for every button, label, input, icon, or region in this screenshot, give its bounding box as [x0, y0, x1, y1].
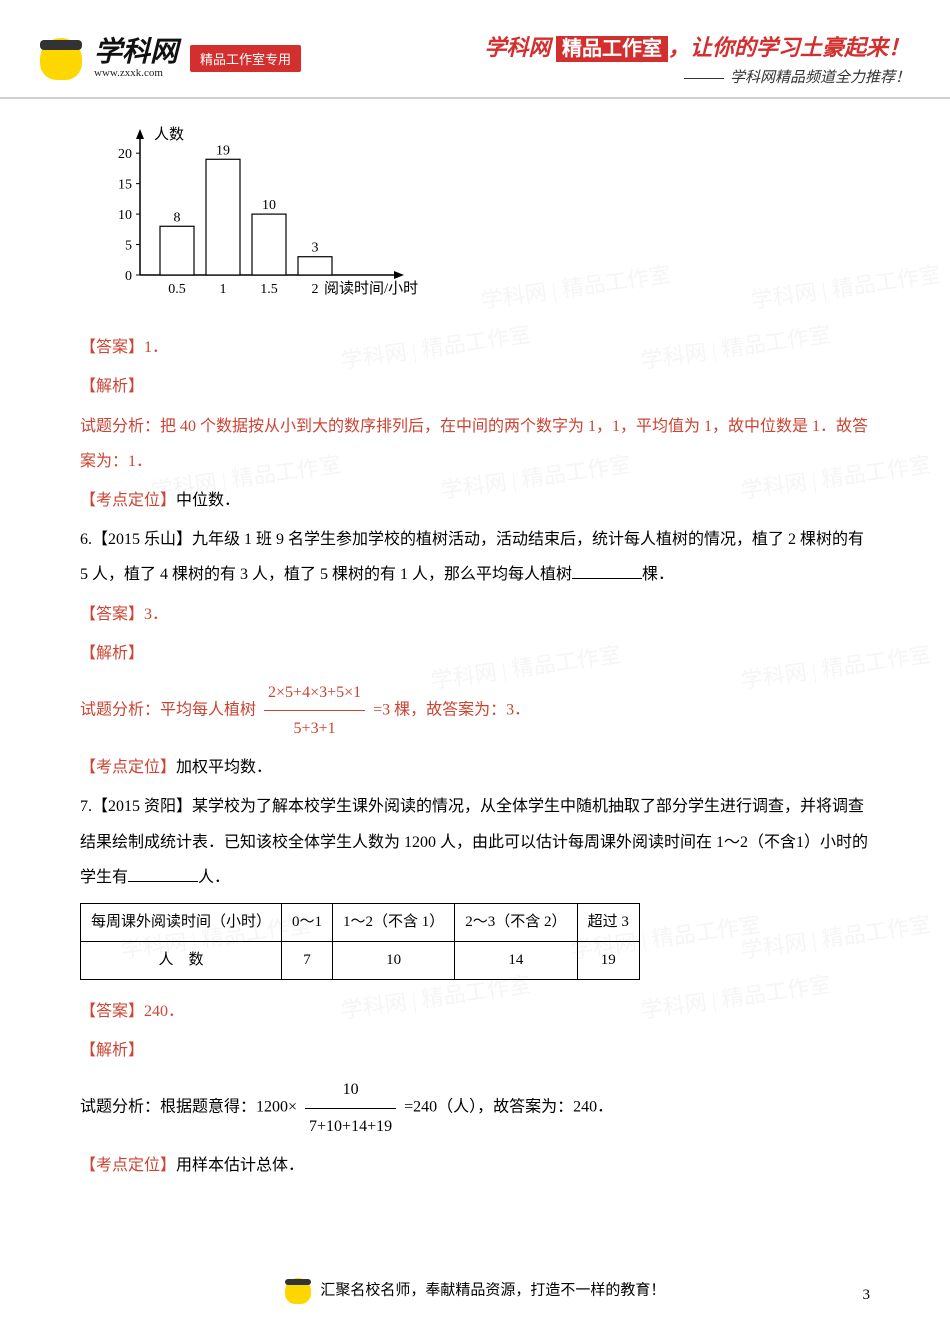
fraction: 2×5+4×3+5×1 5+3+1	[264, 675, 365, 746]
svg-text:0.5: 0.5	[168, 282, 186, 297]
table-cell: 每周课外阅读时间（小时）	[81, 904, 282, 942]
frac-numerator: 2×5+4×3+5×1	[264, 675, 365, 711]
q5-topic: 【考点定位】中位数．	[80, 483, 870, 518]
q6-stem-pre: 6.【2015 乐山】九年级 1 班 9 名学生参加学校的植树活动，活动结束后，…	[80, 531, 864, 583]
svg-text:阅读时间/小时: 阅读时间/小时	[324, 280, 418, 297]
slogan-post: ，让你的学习土豪起来！	[668, 35, 910, 60]
table-cell: 19	[577, 942, 639, 980]
answer-value: 1．	[144, 339, 168, 356]
fraction: 10 7+10+14+19	[305, 1072, 396, 1143]
q7-analysis-pre: 试题分析：根据题意得：1200×	[80, 1099, 297, 1116]
table-cell: 人 数	[81, 942, 282, 980]
bar-chart-container: 0 5 10 15 20 8 0.5 19 1 10 1.5 3 2 人数阅读时间/小时	[80, 123, 870, 316]
svg-text:人数: 人数	[154, 126, 184, 143]
q5-analysis-label: 【解析】	[80, 369, 870, 404]
q7-analysis: 试题分析：根据题意得：1200× 10 7+10+14+19 =240（人），故…	[80, 1072, 870, 1143]
svg-text:2: 2	[312, 282, 319, 297]
bar-chart: 0 5 10 15 20 8 0.5 19 1 10 1.5 3 2 人数阅读时间/小时	[80, 123, 440, 303]
q6-analysis-pre: 试题分析：平均每人植树	[80, 701, 256, 718]
table-cell: 14	[455, 942, 577, 980]
answer-label: 【答案】	[80, 1003, 144, 1020]
table-cell: 0～1	[282, 904, 333, 942]
table-cell: 超过 3	[577, 904, 639, 942]
frac-denominator: 5+3+1	[264, 711, 365, 746]
topic-label: 【考点定位】	[80, 1157, 176, 1174]
svg-text:10: 10	[262, 198, 276, 213]
mascot-icon	[285, 1278, 311, 1304]
sub-slogan: 学科网精品频道全力推荐！	[484, 66, 910, 87]
table-cell: 1～2（不含 1）	[333, 904, 455, 942]
q7-stem: 7.【2015 资阳】某学校为了解本校学生课外阅读的情况，从全体学生中随机抽取了…	[80, 789, 870, 895]
svg-text:1: 1	[220, 282, 227, 297]
logo-area: 学科网 www.zxxk.com 精品工作室专用	[40, 38, 301, 80]
q6-analysis: 试题分析：平均每人植树 2×5+4×3+5×1 5+3+1 =3 棵，故答案为：…	[80, 675, 870, 746]
topic-text: 中位数．	[176, 492, 240, 509]
frac-numerator: 10	[305, 1072, 396, 1108]
topic-text: 加权平均数．	[176, 759, 272, 776]
q6-answer: 【答案】3．	[80, 597, 870, 632]
q6-topic: 【考点定位】加权平均数．	[80, 750, 870, 785]
answer-value: 3．	[144, 606, 168, 623]
page-number: 3	[863, 1287, 871, 1304]
table-data-row: 人 数 7 10 14 19	[81, 942, 640, 980]
topic-label: 【考点定位】	[80, 759, 176, 776]
q5-analysis-text: 试题分析：把 40 个数据按从小到大的数序排列后，在中间的两个数字为 1，1，平…	[80, 409, 870, 479]
footer: 汇聚名校名师，奉献精品资源，打造不一样的教育！	[0, 1278, 950, 1304]
topic-text: 用样本估计总体．	[176, 1157, 304, 1174]
slogan: 学科网 精品工作室，让你的学习土豪起来！	[484, 30, 910, 62]
svg-text:5: 5	[125, 239, 132, 254]
blank-line	[128, 866, 198, 882]
topic-label: 【考点定位】	[80, 492, 176, 509]
q7-analysis-post: =240（人），故答案为：240．	[404, 1099, 613, 1116]
content: 0510152080.5191101.532人数阅读时间/小时 【答案】1． 【…	[0, 107, 950, 1183]
q5-answer: 【答案】1．	[80, 330, 870, 365]
page-header: 学科网 www.zxxk.com 精品工作室专用 学科网 精品工作室，让你的学习…	[0, 0, 950, 99]
svg-text:10: 10	[118, 208, 132, 223]
logo-url: www.zxxk.com	[94, 67, 178, 79]
slogan-pre: 学科网	[484, 35, 550, 60]
svg-text:15: 15	[118, 178, 132, 193]
q6-analysis-post: =3 棵，故答案为：3．	[373, 701, 530, 718]
q6-stem: 6.【2015 乐山】九年级 1 班 9 名学生参加学校的植树活动，活动结束后，…	[80, 522, 870, 592]
svg-text:1.5: 1.5	[260, 282, 278, 297]
q7-topic: 【考点定位】用样本估计总体．	[80, 1148, 870, 1183]
table-cell: 10	[333, 942, 455, 980]
q7-analysis-label: 【解析】	[80, 1033, 870, 1068]
table-header-row: 每周课外阅读时间（小时） 0～1 1～2（不含 1） 2～3（不含 2） 超过 …	[81, 904, 640, 942]
svg-text:20: 20	[118, 147, 132, 162]
svg-text:0: 0	[125, 269, 132, 284]
q7-answer: 【答案】240．	[80, 994, 870, 1029]
answer-value: 240．	[144, 1003, 184, 1020]
mascot-icon	[40, 38, 82, 80]
svg-text:8: 8	[174, 210, 181, 225]
svg-text:3: 3	[312, 241, 319, 256]
answer-label: 【答案】	[80, 339, 144, 356]
blank-line	[572, 563, 642, 579]
frac-denominator: 7+10+14+19	[305, 1109, 396, 1144]
answer-label: 【答案】	[80, 606, 144, 623]
q6-analysis-label: 【解析】	[80, 636, 870, 671]
q6-stem-post: 棵．	[642, 566, 674, 583]
svg-text:19: 19	[216, 143, 230, 158]
table-cell: 2～3（不含 2）	[455, 904, 577, 942]
workshop-badge: 精品工作室专用	[190, 45, 301, 72]
header-right: 学科网 精品工作室，让你的学习土豪起来！ 学科网精品频道全力推荐！	[484, 30, 910, 87]
reading-table: 每周课外阅读时间（小时） 0～1 1～2（不含 1） 2～3（不含 2） 超过 …	[80, 903, 640, 980]
footer-text: 汇聚名校名师，奉献精品资源，打造不一样的教育！	[320, 1282, 665, 1298]
logo-title: 学科网	[94, 39, 178, 67]
slogan-box: 精品工作室	[556, 36, 668, 62]
q7-stem-post: 人．	[198, 869, 230, 886]
table-cell: 7	[282, 942, 333, 980]
